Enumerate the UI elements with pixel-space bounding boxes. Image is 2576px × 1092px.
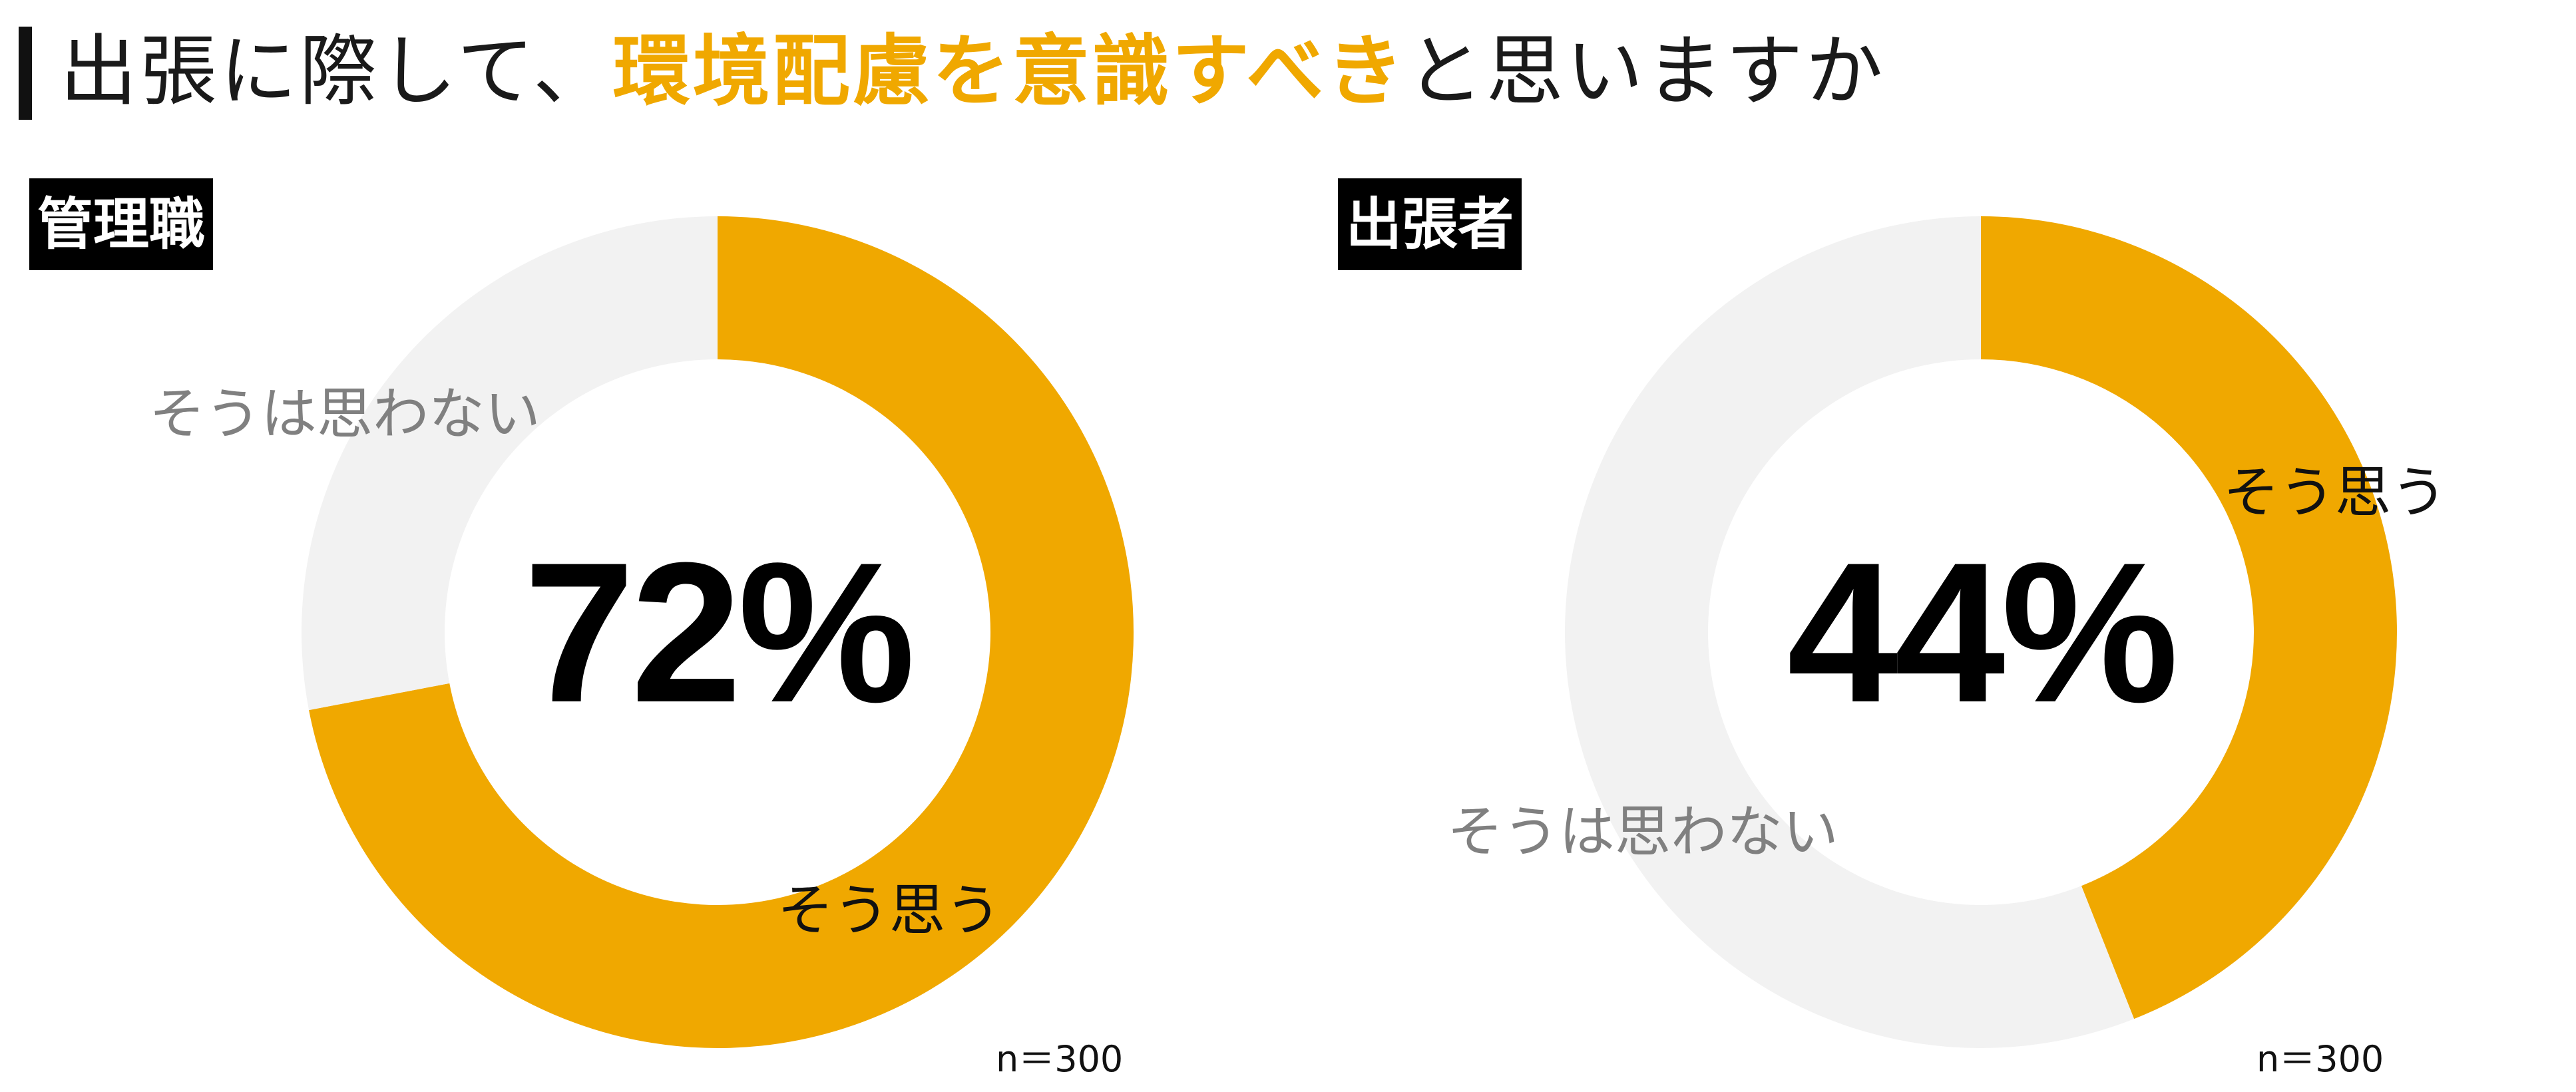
title-part-1: 出張に際して、: [60, 27, 613, 116]
slice-label-yes-traveler: そう思う: [2223, 460, 2448, 525]
group-badge-manager: 管理職: [29, 178, 214, 270]
donut-slice-yes: [309, 216, 1134, 1048]
donut-svg-manager: [301, 216, 1134, 1048]
donut-slice-no: [301, 216, 718, 711]
donut-slice-yes: [1981, 216, 2397, 1019]
slice-label-no-manager: そうは思わない: [149, 381, 541, 447]
sample-size-manager: n＝300: [996, 1038, 1124, 1080]
title-accent-bar: [19, 27, 32, 120]
center-percentage-traveler: 44%: [1787, 520, 2179, 744]
title-highlight: 環境配慮を意識すべき: [612, 27, 1406, 116]
donut-chart-manager: 72%: [285, 200, 1150, 1065]
center-percentage-manager: 72%: [523, 520, 915, 744]
title-part-2: と思いますか: [1406, 27, 1886, 116]
donut-slice-no: [1565, 216, 2135, 1048]
page-title: 出張に際して、環境配慮を意識すべきと思いますか: [60, 19, 1886, 125]
sample-size-traveler: n＝300: [2256, 1038, 2384, 1080]
donut-chart-traveler: 44%: [1548, 200, 2414, 1065]
slice-label-no-traveler: そうは思わない: [1447, 799, 1839, 864]
slice-label-yes-manager: そう思う: [777, 878, 1002, 943]
donut-svg-traveler: [1565, 216, 2397, 1048]
group-badge-traveler: 出張者: [1338, 178, 1522, 270]
